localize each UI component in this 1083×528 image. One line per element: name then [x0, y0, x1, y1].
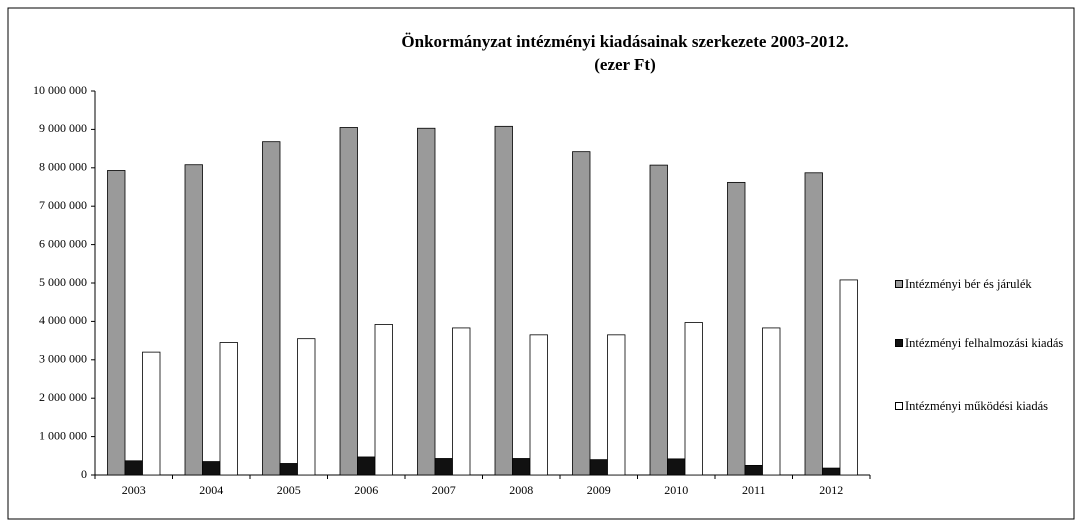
x-tick-label: 2011	[742, 483, 766, 497]
bar	[262, 141, 281, 476]
bar	[297, 338, 316, 476]
bar	[124, 460, 143, 476]
chart-border	[7, 7, 1075, 520]
bar	[839, 279, 858, 476]
x-tick-label: 2008	[509, 483, 533, 497]
bar	[219, 342, 238, 476]
bar	[649, 164, 668, 476]
chart-title: Önkormányzat intézményi kiadásainak szer…	[401, 32, 848, 51]
x-tick-label: 2004	[199, 483, 223, 497]
bar	[804, 172, 823, 476]
x-tick-label: 2005	[277, 483, 301, 497]
x-tick-label: 2012	[819, 483, 843, 497]
y-tick-label: 4 000 000	[39, 313, 87, 327]
bar	[184, 164, 203, 476]
legend-entry: Intézményi bér és járulék	[895, 276, 1070, 293]
legend-entry: Intézményi működési kiadás	[895, 398, 1070, 415]
legend-swatch	[895, 402, 903, 410]
legend-label: Intézményi működési kiadás	[905, 399, 1049, 413]
bar	[142, 351, 161, 476]
y-tick-label: 3 000 000	[39, 352, 87, 366]
legend-label: Intézményi felhalmozási kiadás	[905, 336, 1064, 350]
bar	[107, 170, 126, 476]
bar	[822, 467, 841, 476]
bar	[417, 127, 436, 476]
bar	[589, 459, 608, 476]
y-tick-label: 9 000 000	[39, 121, 87, 135]
bar	[512, 458, 531, 476]
bar	[607, 334, 626, 476]
bar	[744, 464, 763, 476]
y-tick-label: 0	[81, 467, 87, 481]
bar	[202, 461, 221, 476]
x-tick-label: 2010	[664, 483, 688, 497]
y-tick-label: 7 000 000	[39, 198, 87, 212]
y-tick-label: 8 000 000	[39, 160, 87, 174]
bar	[727, 181, 746, 476]
bar	[452, 327, 471, 476]
bar	[494, 125, 513, 476]
y-tick-label: 2 000 000	[39, 390, 87, 404]
x-tick-label: 2003	[122, 483, 146, 497]
bar	[374, 324, 393, 476]
bar	[684, 322, 703, 476]
bar	[667, 458, 686, 476]
chart-subtitle: (ezer Ft)	[594, 55, 656, 74]
bar	[434, 458, 453, 476]
y-tick-label: 10 000 000	[33, 83, 87, 97]
x-tick-label: 2009	[587, 483, 611, 497]
legend-swatch	[895, 280, 903, 288]
bar	[762, 327, 781, 476]
legend-swatch	[895, 339, 903, 347]
y-tick-label: 5 000 000	[39, 275, 87, 289]
y-tick-label: 6 000 000	[39, 236, 87, 250]
legend-label: Intézményi bér és járulék	[905, 277, 1032, 291]
x-tick-label: 2006	[354, 483, 378, 497]
bar	[339, 127, 358, 476]
bar	[529, 334, 548, 476]
bar	[572, 151, 591, 476]
legend-entry: Intézményi felhalmozási kiadás	[895, 335, 1070, 352]
x-tick-label: 2007	[432, 483, 456, 497]
y-tick-label: 1 000 000	[39, 428, 87, 442]
bar	[357, 456, 376, 476]
bar	[279, 463, 298, 476]
